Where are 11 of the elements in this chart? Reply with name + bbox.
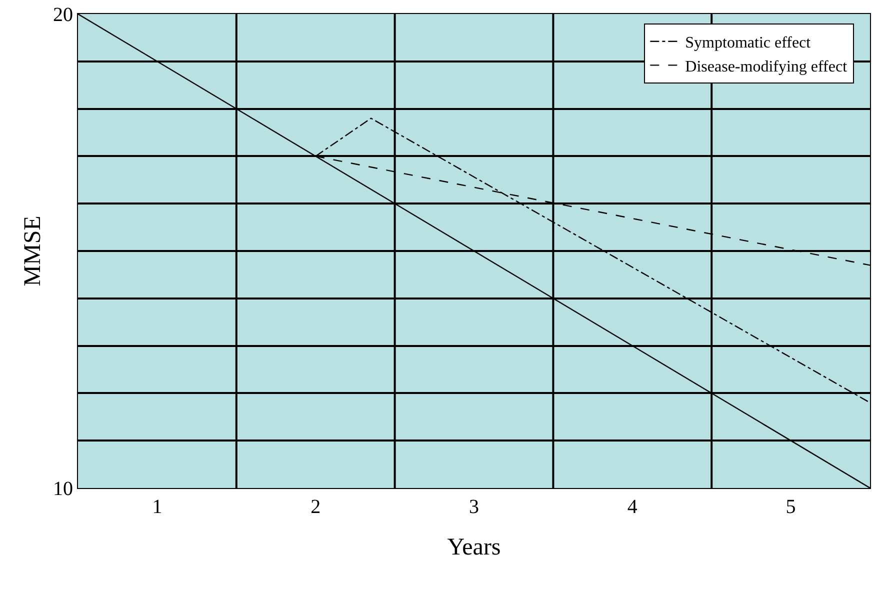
y-axis-title: MMSE xyxy=(20,216,46,286)
x-tick-label: 3 xyxy=(469,496,479,518)
legend-label: Symptomatic effect xyxy=(685,34,812,52)
x-tick-label: 2 xyxy=(310,496,321,518)
y-tick-label: 10 xyxy=(53,478,73,500)
x-tick-label: 5 xyxy=(786,496,796,518)
x-tick-label: 4 xyxy=(627,496,638,518)
legend-label: Disease-modifying effect xyxy=(685,58,848,76)
x-tick-label: 1 xyxy=(152,496,162,518)
x-axis-title: Years xyxy=(447,534,501,560)
y-tick-label: 20 xyxy=(53,4,73,26)
